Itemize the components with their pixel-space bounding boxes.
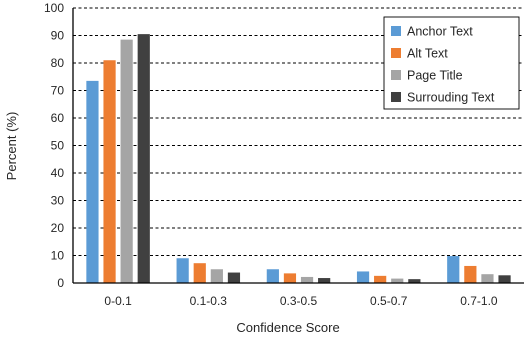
y-tick-label: 60 — [51, 111, 65, 125]
x-tick-label: 0.1-0.3 — [190, 294, 228, 308]
x-tick-label: 0.3-0.5 — [280, 294, 318, 308]
bar-anchor-text-0.3-0.5 — [266, 269, 279, 283]
y-tick-label: 0 — [57, 276, 64, 290]
bar-anchor-text-0-0.1 — [86, 80, 99, 283]
y-tick-label: 50 — [51, 139, 65, 153]
legend-swatch — [391, 92, 401, 102]
x-tick-label: 0.5-0.7 — [370, 294, 408, 308]
bar-alt-text-0.3-0.5 — [283, 273, 297, 283]
y-tick-labels: 0 10 20 30 40 50 60 70 80 90 100 — [44, 1, 64, 290]
legend-swatch — [391, 70, 401, 80]
bar-alt-text-0.1-0.3 — [193, 263, 206, 283]
bar-surrouding-text-0-0.1 — [137, 34, 150, 283]
y-tick-label: 30 — [51, 194, 65, 208]
legend-label: Page Title — [407, 69, 463, 83]
legend-swatch — [391, 26, 401, 36]
bar-alt-text-0-0.1 — [103, 60, 116, 283]
legend-box — [383, 16, 520, 110]
y-tick-label: 90 — [51, 29, 65, 43]
bar-anchor-text-0.1-0.3 — [176, 258, 189, 283]
bar-alt-text-0.5-0.7 — [374, 275, 387, 283]
y-tick-label: 70 — [51, 84, 65, 98]
bars — [86, 34, 511, 283]
legend-label: Surrouding Text — [407, 91, 495, 105]
bar-surrouding-text-0.7-1.0 — [498, 275, 511, 283]
bar-page-title-0.3-0.5 — [300, 276, 314, 283]
bar-anchor-text-0.7-1.0 — [447, 256, 460, 283]
legend-label: Anchor Text — [407, 25, 473, 39]
bar-page-title-0.7-1.0 — [481, 274, 494, 283]
x-tick-label: 0-0.1 — [104, 294, 132, 308]
bar-surrouding-text-0.5-0.7 — [408, 279, 421, 283]
axes — [72, 8, 524, 284]
legend-swatch — [391, 48, 401, 58]
x-tick-label: 0.7-1.0 — [460, 294, 498, 308]
bar-page-title-0.1-0.3 — [210, 269, 223, 283]
y-tick-label: 10 — [51, 249, 65, 263]
y-tick-label: 80 — [51, 56, 65, 70]
bar-surrouding-text-0.3-0.5 — [318, 278, 331, 283]
bar-anchor-text-0.5-0.7 — [356, 271, 370, 283]
x-tick-labels: 0-0.1 0.1-0.3 0.3-0.5 0.5-0.7 0.7-1.0 — [104, 294, 497, 308]
legend-label: Alt Text — [407, 47, 448, 61]
bar-alt-text-0.7-1.0 — [464, 265, 477, 283]
y-axis-label: Percent (%) — [4, 112, 19, 181]
y-tick-label: 20 — [51, 221, 65, 235]
bar-page-title-0-0.1 — [120, 39, 133, 283]
legend: Anchor Text Alt Text Page Title Surrouding … — [383, 16, 520, 110]
bar-page-title-0.5-0.7 — [391, 278, 404, 283]
y-tick-label: 100 — [44, 1, 64, 15]
bar-surrouding-text-0.1-0.3 — [227, 272, 241, 283]
x-axis-label: Confidence Score — [236, 320, 339, 335]
y-tick-label: 40 — [51, 166, 65, 180]
